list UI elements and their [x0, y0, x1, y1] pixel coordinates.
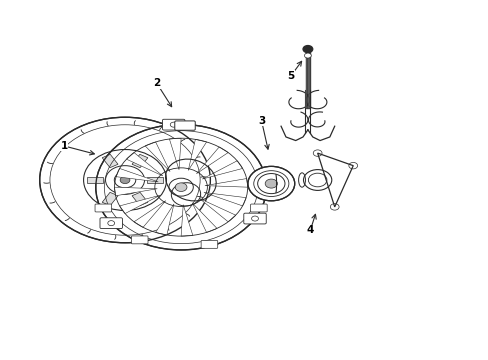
- Polygon shape: [126, 153, 163, 176]
- Text: 2: 2: [153, 78, 160, 88]
- FancyBboxPatch shape: [131, 236, 148, 244]
- Polygon shape: [116, 168, 158, 182]
- Bar: [102, 154, 118, 168]
- Polygon shape: [120, 195, 160, 213]
- Text: 4: 4: [306, 225, 313, 235]
- Polygon shape: [181, 205, 192, 236]
- Polygon shape: [188, 139, 206, 170]
- FancyBboxPatch shape: [162, 119, 184, 130]
- Polygon shape: [155, 204, 174, 235]
- Bar: [132, 192, 147, 206]
- Polygon shape: [199, 198, 235, 222]
- FancyBboxPatch shape: [174, 121, 195, 130]
- Bar: [132, 154, 147, 168]
- FancyBboxPatch shape: [201, 240, 217, 248]
- FancyBboxPatch shape: [250, 204, 266, 212]
- Polygon shape: [317, 153, 352, 207]
- Polygon shape: [203, 193, 245, 206]
- FancyBboxPatch shape: [244, 213, 265, 224]
- Bar: [102, 192, 118, 206]
- Bar: [87, 177, 103, 183]
- Circle shape: [120, 176, 130, 184]
- Text: 1: 1: [61, 141, 67, 151]
- Circle shape: [247, 166, 294, 201]
- FancyBboxPatch shape: [100, 218, 122, 229]
- Text: 5: 5: [286, 71, 294, 81]
- Circle shape: [40, 117, 210, 243]
- Polygon shape: [169, 138, 181, 170]
- Bar: [147, 177, 163, 183]
- FancyBboxPatch shape: [95, 204, 111, 212]
- Polygon shape: [134, 201, 165, 227]
- Polygon shape: [114, 187, 157, 196]
- Circle shape: [96, 125, 266, 250]
- Polygon shape: [145, 142, 170, 172]
- Polygon shape: [204, 179, 247, 187]
- Circle shape: [264, 179, 277, 188]
- Polygon shape: [196, 147, 228, 174]
- Circle shape: [303, 45, 312, 53]
- Circle shape: [175, 183, 186, 192]
- Text: 3: 3: [257, 116, 264, 126]
- Polygon shape: [202, 161, 242, 179]
- Polygon shape: [192, 203, 217, 233]
- Circle shape: [304, 53, 311, 58]
